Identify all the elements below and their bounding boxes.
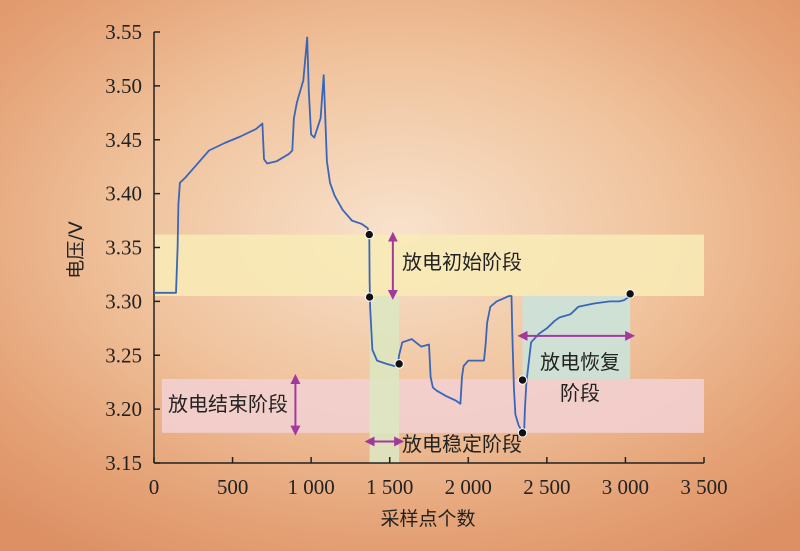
x-tick-label: 2 500 bbox=[523, 475, 570, 499]
y-tick-label: 3.55 bbox=[105, 20, 142, 44]
band-labels: 放电初始阶段 放电结束阶段 放电稳定阶段 放电恢复 阶段 bbox=[168, 250, 620, 456]
stage-boundary-point bbox=[625, 289, 635, 299]
x-tick-label: 1 500 bbox=[366, 475, 413, 499]
y-tick-label: 3.20 bbox=[105, 397, 142, 421]
stage-boundary-point bbox=[517, 428, 528, 438]
stage-boundary-point bbox=[517, 375, 528, 385]
x-axis-title: 采样点个数 bbox=[380, 508, 475, 530]
label-discharge-stable: 放电稳定阶段 bbox=[402, 432, 522, 456]
y-tick-label: 3.45 bbox=[105, 128, 142, 152]
voltage-series bbox=[154, 36, 633, 434]
voltage-line bbox=[154, 36, 633, 434]
y-axis-title: 电压/V bbox=[65, 221, 87, 278]
band-discharge-stable bbox=[369, 295, 400, 463]
y-tick-label: 3.30 bbox=[105, 289, 142, 313]
y-tick-label: 3.35 bbox=[105, 236, 142, 260]
stage-boundary-point bbox=[364, 229, 374, 240]
x-tick-label: 3 000 bbox=[602, 475, 649, 499]
x-tick-label: 3 500 bbox=[680, 475, 727, 499]
y-tick-label: 3.50 bbox=[105, 74, 142, 98]
x-tick-label: 500 bbox=[217, 475, 249, 499]
label-discharge-recovery-line2: 阶段 bbox=[560, 381, 600, 405]
label-discharge-initial: 放电初始阶段 bbox=[402, 250, 522, 274]
x-tick-label: 2 000 bbox=[445, 475, 492, 499]
band-discharge-initial bbox=[154, 234, 704, 296]
stage-boundary-point bbox=[364, 292, 375, 302]
annotations bbox=[290, 229, 636, 447]
x-tick-label: 1 000 bbox=[288, 475, 335, 499]
label-discharge-end: 放电结束阶段 bbox=[168, 392, 288, 416]
y-tick-label: 3.25 bbox=[105, 343, 142, 367]
y-tick-label: 3.15 bbox=[105, 451, 142, 475]
axes: 0 500 1 000 1 500 2 000 2 500 3 000 3 500 3.15 3.… bbox=[105, 20, 727, 499]
x-tick-label: 0 bbox=[149, 475, 160, 499]
stage-boundary-point bbox=[394, 359, 404, 369]
label-discharge-recovery: 放电恢复 bbox=[540, 350, 620, 374]
y-tick-label: 3.40 bbox=[105, 182, 142, 206]
